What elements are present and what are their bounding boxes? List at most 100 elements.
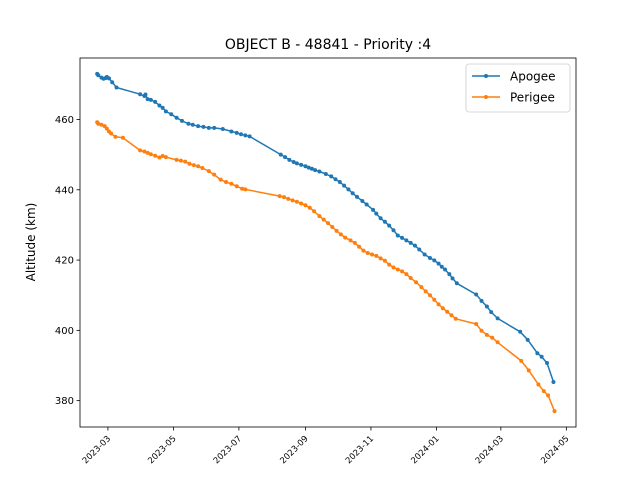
x-tick-label: 2023-07 <box>212 434 244 466</box>
data-point-perigee <box>307 205 312 210</box>
y-tick-label: 420 <box>55 256 74 267</box>
data-point-apogee <box>337 180 342 185</box>
data-point-perigee <box>178 158 183 163</box>
data-point-apogee <box>179 118 184 123</box>
data-point-apogee <box>371 207 376 212</box>
data-point-apogee <box>148 97 153 102</box>
data-point-perigee <box>277 194 282 199</box>
data-point-apogee <box>525 337 530 342</box>
data-point-perigee <box>312 209 317 214</box>
data-point-apogee <box>479 298 484 303</box>
data-point-apogee <box>489 310 494 315</box>
data-point-perigee <box>243 187 248 192</box>
data-point-apogee <box>432 258 437 263</box>
data-point-perigee <box>218 177 223 182</box>
data-point-perigee <box>99 122 104 127</box>
data-point-perigee <box>229 181 234 186</box>
data-point-apogee <box>436 261 441 266</box>
data-point-perigee <box>391 265 396 270</box>
data-point-perigee <box>432 297 437 302</box>
data-point-perigee <box>378 256 383 261</box>
y-tick-label: 440 <box>55 185 74 196</box>
data-point-apogee <box>229 129 234 134</box>
data-point-perigee <box>382 258 387 263</box>
data-point-apogee <box>114 85 119 90</box>
data-point-perigee <box>148 152 153 157</box>
data-point-apogee <box>294 161 299 166</box>
data-point-perigee <box>191 163 196 168</box>
data-point-perigee <box>546 393 551 398</box>
data-point-perigee <box>408 275 413 280</box>
data-point-perigee <box>120 135 125 140</box>
data-point-perigee <box>436 302 441 307</box>
data-point-apogee <box>342 183 347 188</box>
data-point-perigee <box>526 368 531 373</box>
x-tick-label: 2023-05 <box>146 434 178 466</box>
data-point-perigee <box>206 169 211 174</box>
data-point-perigee <box>361 248 366 253</box>
data-point-perigee <box>387 262 392 267</box>
data-point-perigee <box>153 153 158 158</box>
data-point-apogee <box>169 112 174 117</box>
data-point-perigee <box>290 198 295 203</box>
data-point-apogee <box>450 276 455 281</box>
data-point-apogee <box>306 165 311 170</box>
data-point-perigee <box>338 232 343 237</box>
legend-label-perigee: Perigee <box>510 91 555 105</box>
data-point-perigee <box>113 134 118 139</box>
data-point-perigee <box>303 203 308 208</box>
data-point-apogee <box>138 92 143 97</box>
data-point-apogee <box>287 157 292 162</box>
data-point-apogee <box>143 92 148 97</box>
data-point-perigee <box>138 148 143 153</box>
x-axis-ticks: 2023-03 2023-05 2023-07 2023-09 2023-11 2024-… <box>81 427 571 466</box>
data-point-apogee <box>551 380 556 385</box>
data-point-perigee <box>474 322 479 327</box>
data-point-perigee <box>449 313 454 318</box>
data-point-perigee <box>330 225 335 230</box>
data-point-perigee <box>490 335 495 340</box>
data-point-perigee <box>445 309 450 314</box>
y-axis-ticks: 380 400 420 440 460 <box>55 115 80 407</box>
data-point-perigee <box>196 164 201 169</box>
data-point-perigee <box>321 217 326 222</box>
data-point-perigee <box>109 131 114 136</box>
data-point-apogee <box>206 125 211 130</box>
data-point-perigee <box>183 159 188 164</box>
data-point-apogee <box>201 124 206 129</box>
x-tick-label: 2023-03 <box>81 434 113 466</box>
data-point-perigee <box>317 214 322 219</box>
data-point-apogee <box>474 292 479 297</box>
data-point-apogee <box>145 97 150 102</box>
data-point-apogee <box>283 155 288 160</box>
legend-marker-apogee <box>484 74 488 78</box>
data-point-perigee <box>419 285 424 290</box>
x-tick-label: 2023-09 <box>278 434 310 466</box>
data-point-apogee <box>96 73 101 78</box>
data-point-apogee <box>234 130 239 135</box>
data-point-perigee <box>157 155 162 160</box>
data-point-apogee <box>196 124 201 129</box>
data-point-apogee <box>303 164 308 169</box>
data-point-perigee <box>357 244 362 249</box>
legend-label-apogee: Apogee <box>510 70 556 84</box>
data-point-apogee <box>443 267 448 272</box>
data-point-apogee <box>346 187 351 192</box>
data-point-apogee <box>354 194 359 199</box>
data-point-apogee <box>313 168 318 173</box>
data-point-perigee <box>427 293 432 298</box>
data-point-apogee <box>412 243 417 248</box>
data-point-perigee <box>440 306 445 311</box>
data-point-apogee <box>153 99 158 104</box>
data-point-perigee <box>541 389 546 394</box>
data-point-perigee <box>212 172 217 177</box>
data-point-perigee <box>142 149 147 154</box>
data-point-apogee <box>329 174 334 179</box>
data-point-apogee <box>387 223 392 228</box>
data-point-perigee <box>495 340 500 345</box>
plot-marks <box>95 71 557 414</box>
data-point-apogee <box>404 238 409 243</box>
data-point-perigee <box>343 235 348 240</box>
data-point-apogee <box>299 162 304 167</box>
